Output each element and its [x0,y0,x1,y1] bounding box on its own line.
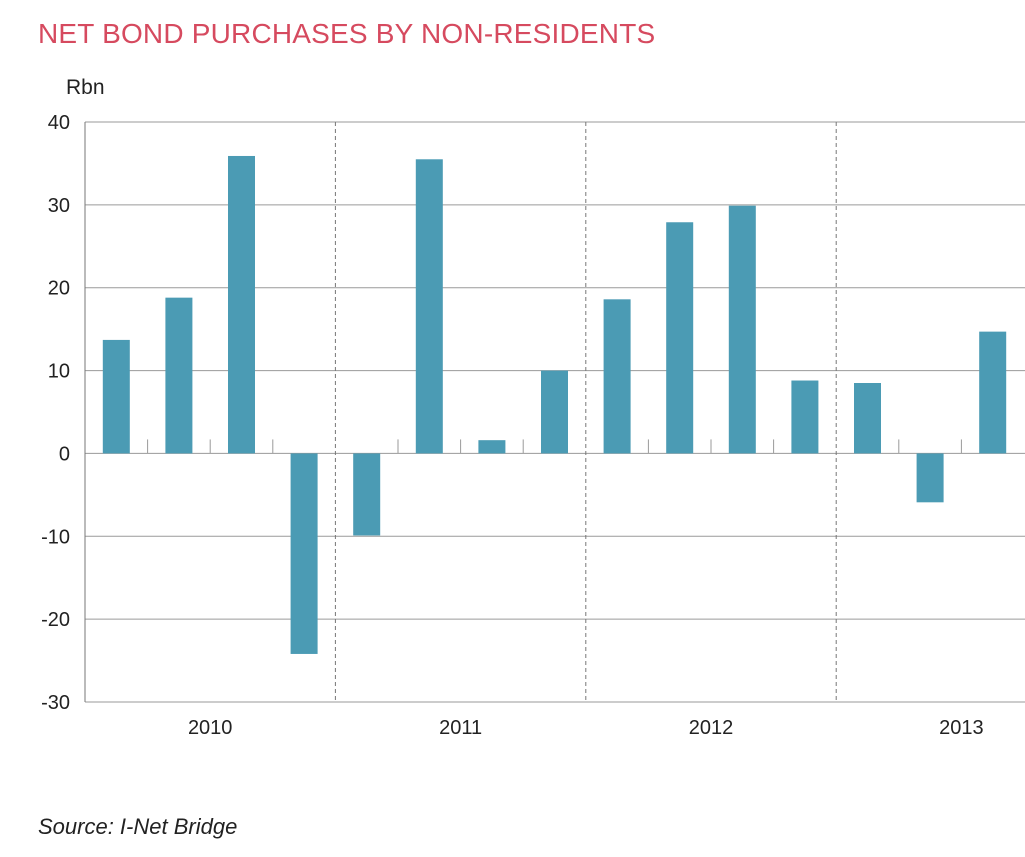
y-tick-label: 10 [48,361,70,383]
y-tick-label: -30 [41,692,70,714]
bar [603,299,631,454]
y-tick-label: -20 [41,609,70,631]
bar [979,331,1007,454]
bar [102,339,130,454]
bar [478,440,506,454]
bar [666,222,694,454]
x-tick-label: 2013 [939,717,984,739]
y-tick-label: 0 [59,443,70,465]
bar [916,453,944,503]
bar [353,453,381,536]
y-tick-label: 30 [48,195,70,217]
bar [415,159,443,454]
y-axis-unit-label: Rbn [66,76,105,99]
source-note: Source: I-Net Bridge [38,814,238,839]
x-tick-label: 2012 [689,717,734,739]
y-tick-label: 40 [48,112,70,134]
chart-title: NET BOND PURCHASES BY NON-RESIDENTS [38,18,656,49]
y-tick-label: -10 [41,526,70,548]
y-tick-label: 20 [48,278,70,300]
bar [290,453,318,654]
bar [541,370,568,454]
bar [228,155,255,454]
x-tick-label: 2010 [188,717,233,739]
x-tick-label: 2011 [439,717,482,739]
bar [728,205,756,454]
bar [165,297,193,454]
bar [854,383,881,454]
bar [791,380,819,454]
